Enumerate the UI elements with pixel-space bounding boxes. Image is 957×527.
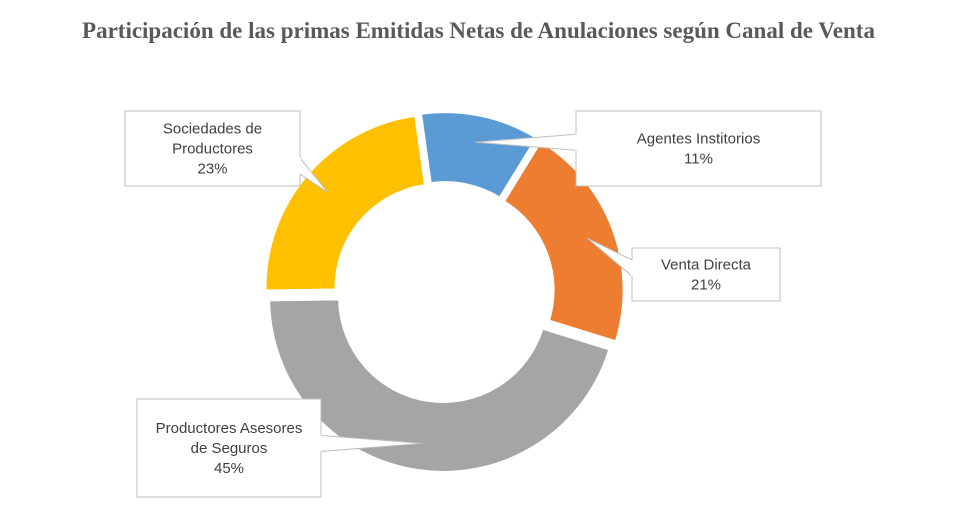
data-label-category: Agentes Institorios bbox=[637, 131, 760, 148]
data-label-category: Venta Directa bbox=[661, 257, 752, 274]
callout-box bbox=[124, 110, 301, 187]
data-label-productores-asesores-de-seguros: Productores Asesores de Seguros 45% bbox=[136, 398, 423, 498]
data-label-agentes-institorios: Agentes Institorios 11% bbox=[475, 110, 822, 187]
donut-slice-sociedades-de-productores bbox=[264, 114, 427, 292]
chart-title: Participación de las primas Emitidas Net… bbox=[82, 18, 875, 43]
data-label-category: Productores Asesores bbox=[156, 420, 303, 437]
callout-box bbox=[136, 398, 322, 498]
data-label-category: de Seguros bbox=[191, 440, 268, 457]
data-label-venta-directa: Venta Directa 21% bbox=[586, 237, 781, 302]
data-label-value: 21% bbox=[691, 277, 721, 294]
data-label-value: 23% bbox=[197, 161, 227, 178]
callout-box bbox=[575, 110, 822, 187]
donut-slice-venta-directa bbox=[502, 140, 625, 343]
data-label-value: 11% bbox=[684, 151, 713, 168]
data-label-sociedades-de-productores: Sociedades de Productores 23% bbox=[124, 110, 329, 193]
donut-slice-productores-asesores-de-seguros bbox=[268, 298, 611, 473]
data-label-category: Sociedades de bbox=[163, 121, 262, 138]
callout-box bbox=[631, 247, 781, 302]
data-label-category: Productores bbox=[172, 141, 253, 158]
data-label-value: 45% bbox=[214, 460, 244, 477]
